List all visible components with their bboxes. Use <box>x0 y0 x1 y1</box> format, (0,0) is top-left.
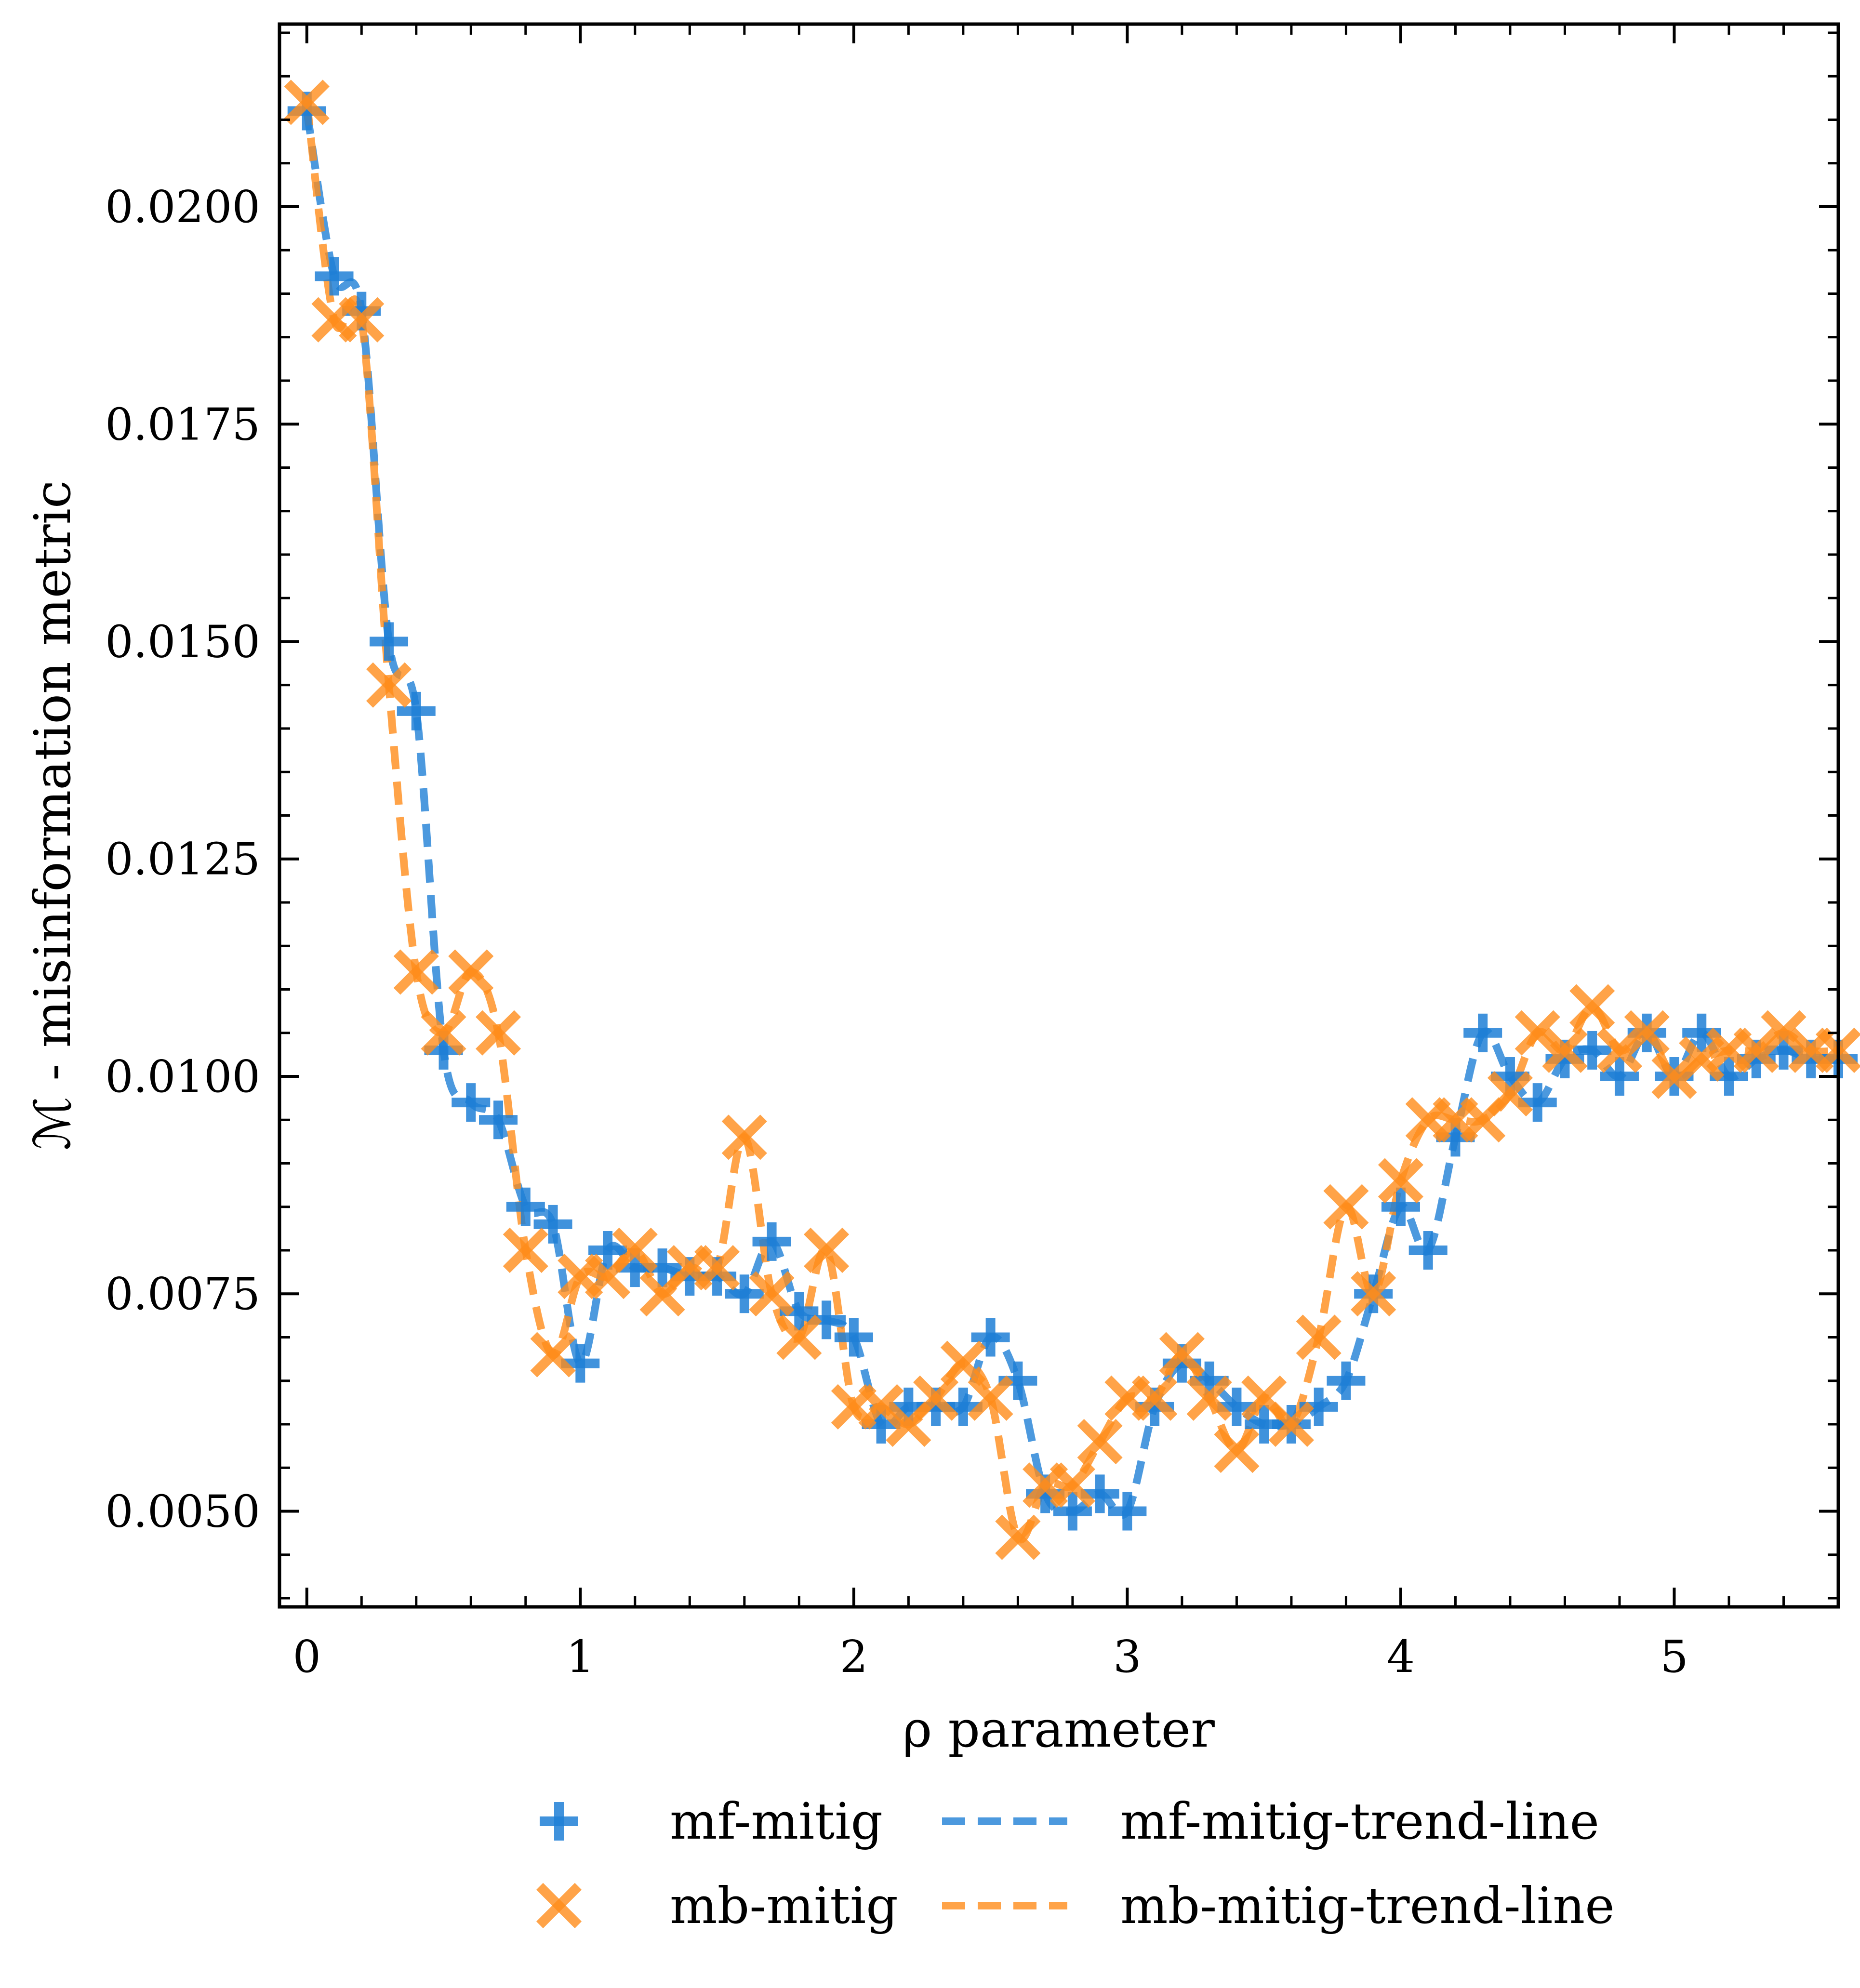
mb-mitig-point <box>339 297 385 343</box>
mb-mitig-point <box>475 1010 521 1056</box>
mb-mitig-point <box>1761 1010 1807 1056</box>
x-tick-label: 3 <box>1113 1631 1142 1683</box>
y-tick-label: 0.0175 <box>105 398 260 450</box>
mf-mitig-point <box>315 257 354 296</box>
mf-mitig-point <box>452 1083 491 1122</box>
x-tick-label: 2 <box>840 1631 868 1683</box>
mf-mitig-point <box>1381 1187 1420 1226</box>
mb-mitig-point <box>1487 1071 1533 1117</box>
mf-mitig-point <box>370 622 409 661</box>
mb-mitig-point <box>1186 1375 1232 1421</box>
legend-label: mf-mitig-trend-line <box>1120 1792 1599 1851</box>
mb-mitig-point <box>1542 1027 1588 1073</box>
y-tick-label: 0.0050 <box>105 1485 260 1537</box>
legend-label: mb-mitig <box>670 1876 898 1935</box>
mf-mitig-point <box>971 1318 1010 1357</box>
x-axis-title: ρ parameter <box>903 1700 1215 1759</box>
mf-mitig-point <box>533 1205 572 1244</box>
mb-mitig-point <box>1733 1027 1779 1073</box>
mb-mitig-point <box>749 1271 795 1317</box>
mb-mitig-point <box>913 1375 959 1421</box>
mf-mitig-point <box>1108 1492 1147 1531</box>
y-axis-title: ℳ - misinformation metric <box>23 480 82 1150</box>
x-tick-label: 0 <box>292 1631 321 1683</box>
mb-mitig-point <box>1050 1462 1095 1508</box>
mb-mitig-point <box>721 1114 767 1160</box>
legend-item-mb-mitig: mb-mitig <box>536 1876 898 1935</box>
mb-mitig-point <box>421 1010 466 1056</box>
mb-mitig-point <box>366 662 412 708</box>
mb-mitig-trend-line <box>303 102 1839 1544</box>
y-tick-label: 0.0200 <box>105 181 260 233</box>
legend-marker-plus <box>540 1802 578 1841</box>
mb-mitig-point <box>1651 1053 1697 1100</box>
x-tick-label: 1 <box>566 1631 595 1683</box>
mb-mitig-point <box>1214 1428 1260 1473</box>
x-tick-label: 5 <box>1660 1631 1688 1683</box>
mb-mitig-point <box>1378 1158 1424 1204</box>
markers-layer <box>284 80 1860 1560</box>
legend-label: mf-mitig <box>670 1792 883 1851</box>
mb-mitig-point <box>393 949 439 995</box>
mb-mitig-point <box>1159 1332 1205 1378</box>
mb-mitig-point <box>1077 1418 1123 1465</box>
mf-mitig-trend-line <box>303 110 1839 1519</box>
mb-mitig-point <box>694 1245 740 1291</box>
mf-mitig-point <box>1573 1031 1612 1070</box>
mb-mitig-point <box>1132 1375 1178 1421</box>
legend: mf-mitig mf-mitig-trend-line mb-mitig mb-mi… <box>536 1792 1615 1935</box>
legend-marker-x <box>536 1882 582 1929</box>
mb-mitig-point <box>503 1227 548 1273</box>
x-tick-label: 4 <box>1387 1631 1415 1683</box>
mf-mitig-point <box>479 1100 518 1140</box>
y-tick-label: 0.0075 <box>105 1268 260 1320</box>
mf-mitig-point <box>1600 1057 1639 1096</box>
mb-mitig-point <box>530 1332 576 1378</box>
mf-mitig-point <box>1327 1361 1366 1400</box>
mb-mitig-point <box>804 1227 850 1273</box>
mf-mitig-point <box>506 1187 545 1226</box>
y-tick-label: 0.0150 <box>105 616 260 668</box>
legend-item-mb-mitig-trend-line: mb-mitig-trend-line <box>942 1876 1615 1935</box>
mb-mitig-point <box>940 1340 986 1386</box>
mf-mitig-point <box>1053 1492 1092 1531</box>
mf-mitig-point <box>834 1318 873 1357</box>
mf-mitig-point <box>1463 1013 1502 1052</box>
mb-mitig-point <box>1515 1010 1560 1056</box>
y-tick-label: 0.0125 <box>105 834 260 885</box>
mb-mitig-point <box>284 80 330 125</box>
mb-mitig-point <box>1596 1027 1643 1073</box>
mb-mitig-point <box>1296 1314 1342 1360</box>
legend-label: mb-mitig-trend-line <box>1120 1876 1615 1935</box>
mb-mitig-point <box>858 1384 904 1430</box>
legend-item-mf-mitig: mf-mitig <box>540 1792 883 1851</box>
mf-mitig-point <box>1408 1231 1448 1270</box>
mf-mitig-point <box>752 1222 791 1261</box>
mf-mitig-point <box>588 1231 627 1270</box>
mb-mitig-point <box>1323 1184 1369 1230</box>
mb-mitig-point <box>968 1375 1013 1421</box>
mb-mitig-point <box>448 949 494 995</box>
mf-mitig-point <box>725 1274 764 1313</box>
plot-frame <box>278 22 1840 1609</box>
mf-mitig-point <box>397 691 436 730</box>
mb-mitig-point <box>995 1514 1041 1560</box>
trend-lines-layer <box>303 102 1839 1544</box>
mb-mitig-point <box>1679 1036 1725 1082</box>
legend-item-mf-mitig-trend-line: mf-mitig-trend-line <box>942 1792 1599 1851</box>
ticks-layer: 0 1 2 3 4 5 0.0050 0.0075 0.0100 0.0125 0.0150 0.01… <box>105 24 1840 1683</box>
mb-mitig-point <box>776 1314 822 1360</box>
mb-mitig-point <box>1351 1271 1396 1317</box>
mb-mitig-point <box>612 1227 658 1273</box>
mb-mitig-point <box>1569 984 1615 1030</box>
mb-mitig-point <box>1268 1401 1314 1447</box>
mb-mitig-point <box>1624 1010 1670 1056</box>
y-tick-label: 0.0100 <box>105 1051 260 1102</box>
